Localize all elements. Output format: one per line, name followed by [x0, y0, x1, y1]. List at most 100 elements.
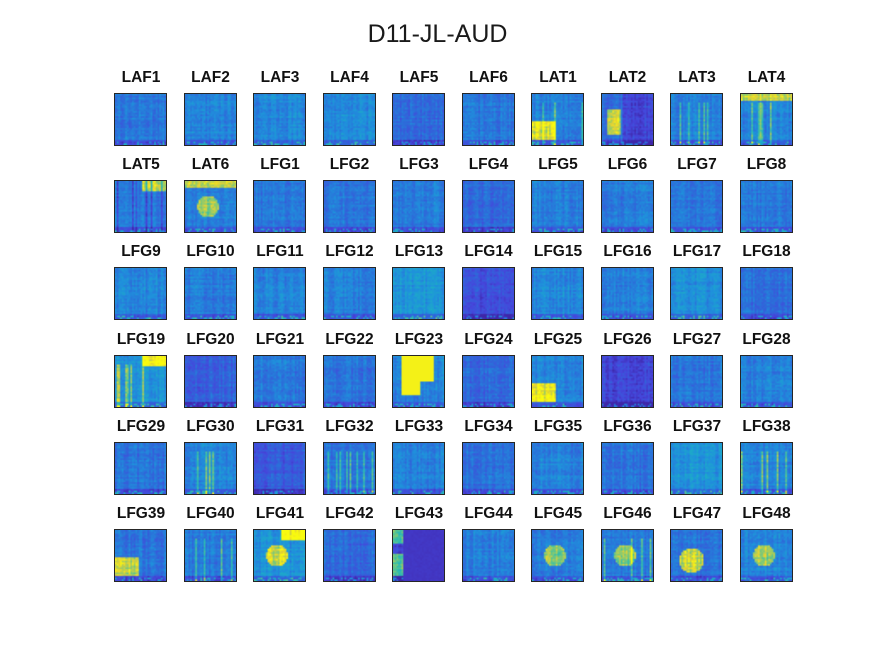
heatmap-lfg33: [392, 441, 445, 495]
heatmap-lfg37: [670, 441, 723, 495]
heatmap-laf5: [392, 93, 445, 146]
panel-label: LFG15: [533, 243, 583, 261]
panel-label: LAF4: [330, 69, 369, 86]
heatmap-lfg41: [253, 529, 306, 582]
panel-lfg4: LFG4: [456, 157, 522, 237]
heatmap-lfg7: [670, 180, 723, 234]
heatmap-lfg15: [531, 267, 584, 321]
panel-label: LFG46: [603, 505, 652, 522]
panel-label: LAF6: [469, 69, 508, 86]
heatmap-lfg1: [253, 180, 306, 234]
heatmap-lfg22: [322, 354, 376, 408]
panel-label: LFG45: [533, 505, 583, 522]
heatmap-lfg25: [531, 354, 584, 408]
panel-lfg22: LFG22: [317, 331, 383, 412]
panel-label: LAT4: [747, 69, 786, 86]
panel-laf2: LAF2: [178, 70, 244, 150]
panel-lfg16: LFG16: [595, 244, 661, 324]
panel-lat4: LAT4: [734, 70, 800, 150]
heatmap-lfg5: [531, 180, 584, 234]
panel-label: LAT1: [539, 69, 577, 86]
panel-lfg18: LFG18: [734, 244, 800, 324]
panel-label: LAF3: [260, 69, 300, 86]
heatmap-lfg34: [461, 441, 515, 495]
panel-label: LAT5: [122, 156, 160, 174]
panel-label: LFG16: [603, 243, 652, 261]
panel-label: LFG28: [742, 330, 791, 348]
panel-label: LFG29: [116, 417, 166, 435]
panel-label: LFG17: [672, 243, 722, 261]
panel-label: LFG31: [255, 417, 305, 435]
heatmap-lfg6: [600, 180, 654, 234]
panel-lfg9: LFG9: [108, 244, 174, 324]
panel-label: LFG27: [672, 330, 722, 348]
heatmap-laf6: [461, 93, 515, 146]
panel-label: LFG36: [603, 417, 652, 435]
panel-lfg37: LFG37: [664, 418, 730, 499]
heatmap-lfg10: [183, 267, 237, 321]
heatmap-lfg28: [739, 354, 793, 408]
panel-lfg27: LFG27: [664, 331, 730, 412]
heatmap-lfg35: [531, 441, 584, 495]
heatmap-lfg17: [670, 267, 723, 321]
panel-lfg3: LFG3: [386, 157, 452, 237]
panel-lat2: LAT2: [595, 70, 661, 150]
heatmap-lfg24: [461, 354, 515, 408]
panel-lfg24: LFG24: [456, 331, 522, 412]
panel-label: LFG48: [742, 505, 791, 522]
panel-label: LFG4: [468, 156, 509, 174]
panel-lfg28: LFG28: [734, 331, 800, 412]
heatmap-lfg27: [670, 354, 723, 408]
panel-label: LFG38: [742, 417, 791, 435]
heatmap-lfg29: [114, 441, 167, 495]
panel-label: LAT6: [191, 156, 230, 174]
panel-label: LFG18: [742, 243, 791, 261]
heatmap-lfg47: [670, 529, 723, 582]
panel-lfg2: LFG2: [317, 157, 383, 237]
panel-label: LFG12: [325, 243, 374, 261]
heatmap-lfg18: [739, 267, 793, 321]
panel-label: LFG13: [394, 243, 444, 261]
panel-lfg11: LFG11: [247, 244, 313, 324]
heatmap-lfg11: [253, 267, 306, 321]
panel-lfg34: LFG34: [456, 418, 522, 499]
heatmap-laf1: [114, 93, 167, 146]
panel-lfg35: LFG35: [525, 418, 591, 499]
heatmap-lfg32: [322, 441, 376, 495]
panel-lfg7: LFG7: [664, 157, 730, 237]
panel-laf3: LAF3: [247, 70, 313, 150]
panel-lfg26: LFG26: [595, 331, 661, 412]
panel-laf1: LAF1: [108, 70, 174, 150]
panel-label: LFG8: [746, 156, 787, 174]
panel-label: LFG2: [329, 156, 370, 174]
panel-label: LFG42: [325, 505, 374, 522]
heatmap-lfg19: [114, 354, 167, 408]
panel-lfg45: LFG45: [525, 506, 591, 586]
panel-label: LFG26: [603, 330, 652, 348]
panel-lfg19: LFG19: [108, 331, 174, 412]
panel-lfg39: LFG39: [108, 506, 174, 586]
panel-lfg15: LFG15: [525, 244, 591, 324]
panel-label: LFG22: [325, 330, 374, 348]
heatmap-lat2: [600, 93, 654, 146]
heatmap-lfg44: [461, 529, 515, 582]
panel-label: LFG33: [394, 417, 444, 435]
panel-lfg44: LFG44: [456, 506, 522, 586]
heatmap-lfg46: [600, 529, 654, 582]
heatmap-lat1: [531, 93, 584, 146]
heatmap-lfg26: [600, 354, 654, 408]
panel-label: LFG35: [533, 417, 583, 435]
panel-laf5: LAF5: [386, 70, 452, 150]
heatmap-laf4: [322, 93, 376, 146]
panel-lfg10: LFG10: [178, 244, 244, 324]
heatmap-lfg12: [322, 267, 376, 321]
panel-lfg41: LFG41: [247, 506, 313, 586]
panel-lfg36: LFG36: [595, 418, 661, 499]
panel-lat6: LAT6: [178, 157, 244, 237]
panel-lfg48: LFG48: [734, 506, 800, 586]
heatmap-lfg48: [739, 529, 793, 582]
panel-label: LFG44: [464, 505, 513, 522]
panel-label: LAT2: [608, 69, 647, 86]
panel-laf4: LAF4: [317, 70, 383, 150]
panel-lat5: LAT5: [108, 157, 174, 237]
